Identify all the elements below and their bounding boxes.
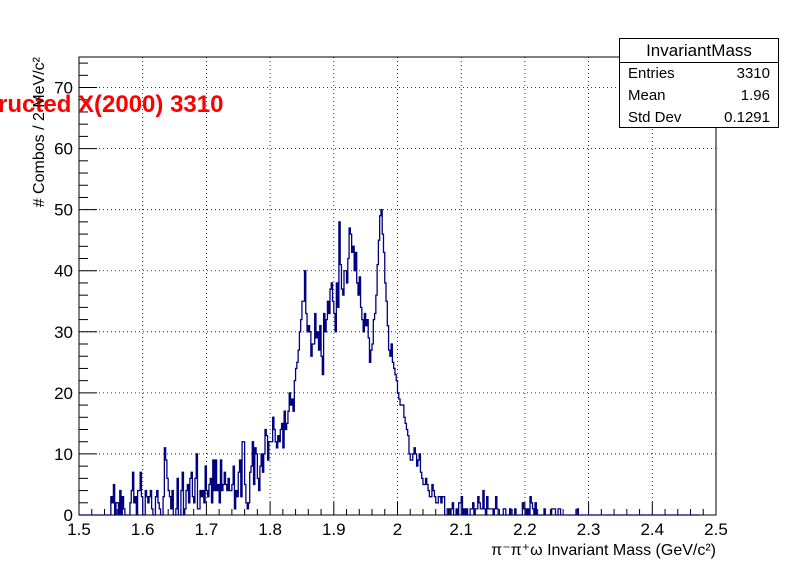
chart-title: ructed X(2000) 3310 bbox=[0, 91, 223, 118]
stats-value-entries: 3310 bbox=[736, 65, 770, 82]
stats-value-mean: 1.96 bbox=[740, 87, 770, 104]
stats-row-stddev: Std Dev 0.1291 bbox=[620, 107, 778, 129]
y-tick-label: 50 bbox=[54, 201, 73, 220]
stats-row-entries: Entries 3310 bbox=[620, 63, 778, 85]
x-tick-label: 1.9 bbox=[322, 520, 346, 539]
y-tick-label: 70 bbox=[54, 79, 73, 98]
x-tick-label: 2.4 bbox=[640, 520, 664, 539]
stats-value-stddev: 0.1291 bbox=[724, 109, 770, 126]
stats-label-entries: Entries bbox=[628, 65, 675, 82]
stats-label-mean: Mean bbox=[628, 87, 666, 104]
x-tick-label: 2.1 bbox=[449, 520, 473, 539]
x-tick-label: 2.2 bbox=[513, 520, 537, 539]
x-tick-label: 2.3 bbox=[577, 520, 601, 539]
x-tick-label: 1.5 bbox=[67, 520, 91, 539]
histogram-outline bbox=[79, 209, 700, 516]
stats-box: InvariantMass Entries 3310 Mean 1.96 Std… bbox=[619, 38, 779, 128]
stats-box-title: InvariantMass bbox=[620, 39, 778, 63]
y-tick-label: 20 bbox=[54, 384, 73, 403]
x-axis-title: π⁻π⁺ω Invariant Mass (GeV/c²) bbox=[491, 542, 716, 559]
y-tick-label: 10 bbox=[54, 445, 73, 464]
stats-label-stddev: Std Dev bbox=[628, 109, 682, 126]
y-axis-title: # Combos / 2 MeV/c² bbox=[31, 56, 48, 207]
x-tick-label: 1.7 bbox=[195, 520, 219, 539]
y-tick-label: 40 bbox=[54, 262, 73, 281]
y-tick-label: 0 bbox=[64, 506, 73, 525]
x-axis-ticks: 1.5 1.6 1.7 1.8 1.9 2 2.1 2.2 2.3 2.4 2.5 bbox=[67, 502, 728, 539]
x-tick-label: 2 bbox=[393, 520, 402, 539]
x-tick-label: 2.5 bbox=[704, 520, 728, 539]
x-tick-label: 1.6 bbox=[131, 520, 155, 539]
y-tick-label: 60 bbox=[54, 140, 73, 159]
y-axis-ticks: 0 10 20 30 40 50 60 70 bbox=[54, 62, 97, 525]
grid-lines bbox=[79, 57, 716, 515]
x-tick-label: 1.8 bbox=[258, 520, 282, 539]
y-tick-label: 30 bbox=[54, 323, 73, 342]
stats-row-mean: Mean 1.96 bbox=[620, 85, 778, 107]
